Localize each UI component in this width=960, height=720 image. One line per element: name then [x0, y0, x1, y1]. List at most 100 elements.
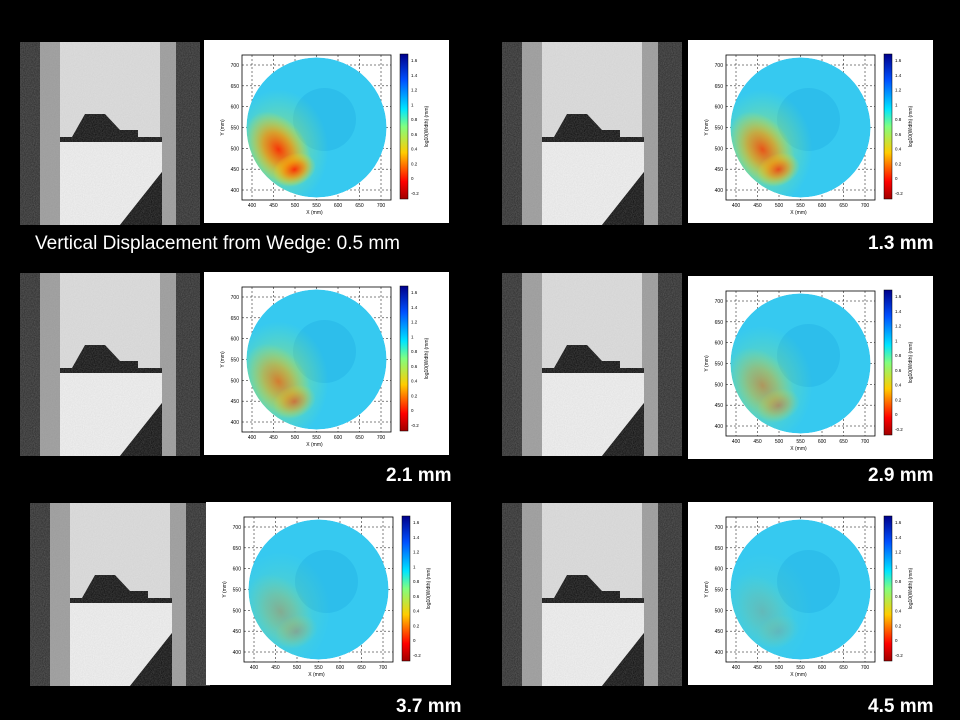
svg-text:0: 0	[895, 176, 898, 181]
svg-text:550: 550	[715, 362, 724, 368]
svg-text:650: 650	[357, 665, 366, 671]
svg-text:550: 550	[233, 588, 242, 594]
svg-text:Y (mm): Y (mm)	[704, 581, 710, 598]
svg-text:600: 600	[334, 435, 343, 441]
svg-text:450: 450	[715, 403, 724, 409]
svg-text:700: 700	[231, 295, 240, 301]
svg-text:1.2: 1.2	[895, 324, 902, 329]
svg-text:1.6: 1.6	[411, 58, 418, 63]
svg-text:-0.2: -0.2	[411, 423, 419, 428]
svg-text:400: 400	[715, 188, 724, 194]
svg-text:1.2: 1.2	[895, 88, 902, 93]
svg-text:400: 400	[732, 665, 741, 671]
svg-text:X (mm): X (mm)	[306, 442, 323, 448]
svg-text:1: 1	[895, 102, 898, 107]
svg-text:0: 0	[411, 408, 414, 413]
svg-text:1: 1	[895, 338, 898, 343]
svg-text:0.4: 0.4	[413, 609, 420, 614]
svg-text:500: 500	[291, 203, 300, 209]
svg-text:1.2: 1.2	[411, 88, 418, 93]
svg-text:0.6: 0.6	[413, 594, 420, 599]
svg-text:500: 500	[775, 203, 784, 209]
svg-text:650: 650	[839, 439, 848, 445]
radiograph-image	[30, 503, 210, 686]
width-map-plot: 700 400 650 450 600 500 550 550 500 600 450 650 400 7…	[204, 272, 449, 455]
svg-text:1.4: 1.4	[895, 535, 902, 540]
svg-text:600: 600	[334, 203, 343, 209]
svg-text:log10(Width) (mm): log10(Width) (mm)	[424, 105, 430, 147]
panel-caption: 3.7 mm	[396, 696, 462, 717]
svg-text:450: 450	[269, 203, 278, 209]
svg-text:400: 400	[233, 650, 242, 656]
svg-text:1: 1	[411, 334, 414, 339]
svg-text:600: 600	[231, 337, 240, 343]
svg-text:400: 400	[732, 439, 741, 445]
svg-text:-0.2: -0.2	[895, 427, 903, 432]
svg-text:650: 650	[233, 546, 242, 552]
radiograph-image	[20, 42, 200, 225]
svg-text:500: 500	[291, 435, 300, 441]
svg-text:1.6: 1.6	[895, 294, 902, 299]
svg-text:-0.2: -0.2	[411, 191, 419, 196]
svg-text:X (mm): X (mm)	[306, 210, 323, 216]
svg-text:500: 500	[231, 146, 240, 152]
svg-text:450: 450	[233, 629, 242, 635]
svg-text:600: 600	[233, 567, 242, 573]
svg-text:500: 500	[231, 378, 240, 384]
svg-text:log10(Width) (mm): log10(Width) (mm)	[908, 341, 914, 383]
svg-text:650: 650	[715, 84, 724, 90]
svg-text:700: 700	[377, 203, 386, 209]
svg-text:Y (mm): Y (mm)	[222, 581, 228, 598]
svg-text:550: 550	[314, 665, 323, 671]
svg-text:450: 450	[269, 435, 278, 441]
svg-text:0.8: 0.8	[895, 579, 902, 584]
svg-text:0.6: 0.6	[411, 364, 418, 369]
svg-text:600: 600	[231, 105, 240, 111]
svg-text:-0.2: -0.2	[895, 653, 903, 658]
svg-text:0.2: 0.2	[411, 393, 418, 398]
svg-text:450: 450	[715, 167, 724, 173]
svg-text:550: 550	[231, 358, 240, 364]
panel-caption: 4.5 mm	[868, 696, 934, 717]
svg-text:700: 700	[231, 63, 240, 69]
svg-text:400: 400	[248, 435, 257, 441]
svg-text:650: 650	[231, 84, 240, 90]
svg-text:500: 500	[775, 439, 784, 445]
svg-text:0: 0	[895, 638, 898, 643]
svg-text:log10(Width) (mm): log10(Width) (mm)	[908, 105, 914, 147]
svg-text:550: 550	[796, 665, 805, 671]
svg-text:0.4: 0.4	[895, 383, 902, 388]
svg-text:0: 0	[895, 412, 898, 417]
svg-text:1.2: 1.2	[895, 550, 902, 555]
panel-caption: Vertical Displacement from Wedge: 0.5 mm	[35, 233, 401, 254]
svg-text:-0.2: -0.2	[413, 653, 421, 658]
svg-text:550: 550	[715, 126, 724, 132]
svg-text:450: 450	[753, 439, 762, 445]
svg-text:700: 700	[861, 439, 870, 445]
svg-text:0.6: 0.6	[895, 594, 902, 599]
svg-text:700: 700	[861, 203, 870, 209]
svg-text:550: 550	[231, 126, 240, 132]
svg-text:0.2: 0.2	[413, 623, 420, 628]
svg-text:0: 0	[411, 176, 414, 181]
svg-text:450: 450	[715, 629, 724, 635]
svg-text:450: 450	[231, 167, 240, 173]
svg-text:600: 600	[818, 665, 827, 671]
svg-text:700: 700	[233, 525, 242, 531]
svg-text:X (mm): X (mm)	[790, 210, 807, 216]
svg-text:1.6: 1.6	[895, 58, 902, 63]
svg-text:500: 500	[715, 608, 724, 614]
svg-text:1: 1	[895, 564, 898, 569]
svg-text:0: 0	[413, 638, 416, 643]
svg-text:0.2: 0.2	[895, 623, 902, 628]
svg-text:400: 400	[231, 188, 240, 194]
svg-text:1.4: 1.4	[895, 309, 902, 314]
svg-text:600: 600	[715, 105, 724, 111]
svg-text:700: 700	[861, 665, 870, 671]
svg-text:X (mm): X (mm)	[790, 446, 807, 452]
radiograph-image	[20, 273, 200, 456]
svg-text:400: 400	[248, 203, 257, 209]
svg-text:700: 700	[379, 665, 388, 671]
svg-text:1.2: 1.2	[413, 550, 420, 555]
svg-text:400: 400	[250, 665, 259, 671]
